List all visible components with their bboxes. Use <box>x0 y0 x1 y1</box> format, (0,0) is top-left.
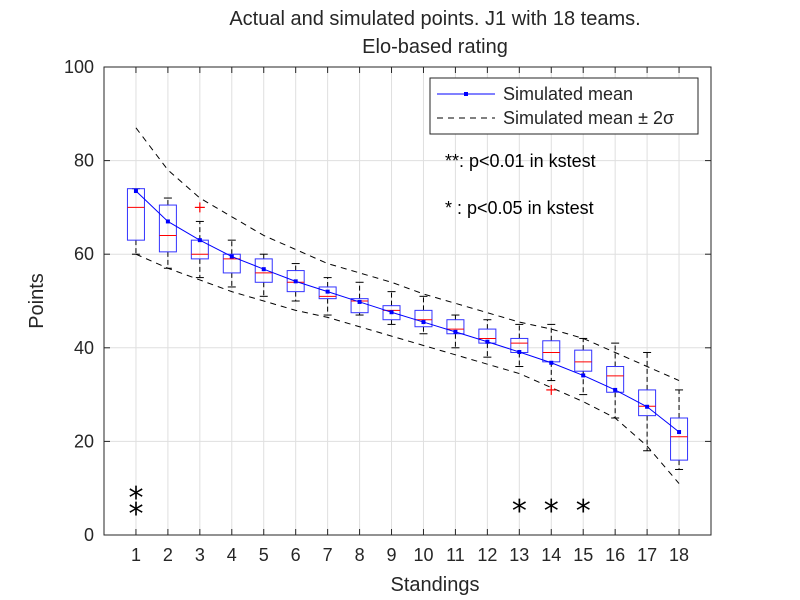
band-upper-line <box>135 127 680 382</box>
box-6-iqr <box>286 270 305 293</box>
legend-box <box>429 77 699 135</box>
mean-point-11 <box>453 329 458 334</box>
mean-point-2 <box>165 219 170 224</box>
band-lower-line <box>135 253 680 484</box>
x-tick-label-13: 13 <box>509 545 529 565</box>
box-7-iqr <box>318 286 337 300</box>
box-10 <box>414 295 433 335</box>
box-10-iqr <box>414 309 433 328</box>
mean-point-12 <box>485 339 490 344</box>
legend-entry-mean: Simulated mean <box>503 84 633 104</box>
x-axis-label: Standings <box>391 574 480 596</box>
significance-star-15-0: * <box>576 494 591 529</box>
significance-markers: ** * * * <box>128 481 590 532</box>
mean-point-6 <box>293 279 298 284</box>
x-tick-label-4: 4 <box>227 545 237 565</box>
y-tick-label-100: 100 <box>64 57 94 77</box>
y-tick-label-0: 0 <box>84 525 94 545</box>
box-18 <box>670 389 689 470</box>
y-tick-label-20: 20 <box>74 431 94 451</box>
box-17 <box>638 351 657 452</box>
legend: Simulated mean Simulated mean ± 2σ <box>429 77 699 135</box>
x-tick-label-14: 14 <box>541 545 561 565</box>
x-tick-label-18: 18 <box>669 545 689 565</box>
mean-point-9 <box>389 310 394 315</box>
x-tick-label-1: 1 <box>131 545 141 565</box>
box-5-iqr <box>254 258 273 283</box>
mean-point-3 <box>197 238 202 243</box>
mean-point-8 <box>357 299 362 304</box>
mean-point-18 <box>677 430 682 435</box>
mean-point-14 <box>549 360 554 365</box>
y-tick-label-80: 80 <box>74 151 94 171</box>
box-2 <box>158 197 177 269</box>
x-tick-label-15: 15 <box>573 545 593 565</box>
mean-point-7 <box>325 289 330 294</box>
box-5 <box>254 253 273 297</box>
box-9-iqr <box>382 305 401 321</box>
mean-point-16 <box>613 387 618 392</box>
significance-star-1-1: * <box>128 497 143 532</box>
x-tick-label-9: 9 <box>387 545 397 565</box>
legend-mean-marker <box>464 92 468 96</box>
box-18-iqr <box>670 417 689 461</box>
box-2-iqr <box>158 204 177 253</box>
x-tick-label-2: 2 <box>163 545 173 565</box>
x-tick-label-6: 6 <box>291 545 301 565</box>
mean-point-5 <box>261 267 266 272</box>
x-tick-label-11: 11 <box>446 545 465 565</box>
annotation-p005: * : p<0.05 in kstest <box>445 198 594 218</box>
significance-star-13-0: * <box>512 494 527 529</box>
x-tick-label-8: 8 <box>355 545 365 565</box>
x-tick-label-16: 16 <box>605 545 625 565</box>
x-tick-label-17: 17 <box>637 545 657 565</box>
plot-border <box>103 66 712 536</box>
significance-star-14-0: * <box>544 494 559 529</box>
box-3 <box>190 202 209 279</box>
x-tick-label-10: 10 <box>413 545 433 565</box>
box-7 <box>318 277 337 316</box>
box-16 <box>606 342 625 419</box>
mean-point-17 <box>645 404 650 409</box>
significance-star-1-0: * <box>128 481 143 516</box>
mean-point-10 <box>421 320 426 325</box>
box-plots <box>126 188 689 470</box>
box-15-iqr <box>574 349 593 372</box>
box-8-iqr <box>350 298 369 314</box>
chart-title-line2: Elo-based rating <box>362 36 508 58</box>
mean-point-4 <box>229 254 234 259</box>
box-6 <box>286 263 305 302</box>
sigma-band <box>135 127 680 484</box>
x-tick-label-12: 12 <box>477 545 497 565</box>
mean-point-15 <box>581 373 586 378</box>
box-1-iqr <box>126 188 145 241</box>
annotation-p001: **: p<0.01 in kstest <box>445 151 596 171</box>
y-axis-label: Points <box>26 273 48 329</box>
x-tick-label-7: 7 <box>323 545 333 565</box>
mean-point-13 <box>517 350 522 355</box>
mean-line <box>135 190 680 433</box>
chart-title-line1: Actual and simulated points. J1 with 18 … <box>229 8 640 30</box>
box-4-iqr <box>222 253 241 274</box>
y-tick-label-60: 60 <box>74 244 94 264</box>
legend-entry-band: Simulated mean ± 2σ <box>503 108 674 128</box>
x-tick-label-3: 3 <box>195 545 205 565</box>
mean-series <box>133 189 682 435</box>
x-tick-label-5: 5 <box>259 545 269 565</box>
mean-point-1 <box>133 189 138 194</box>
y-tick-label-40: 40 <box>74 338 94 358</box>
box-16-iqr <box>606 366 625 393</box>
box-1 <box>126 188 145 255</box>
